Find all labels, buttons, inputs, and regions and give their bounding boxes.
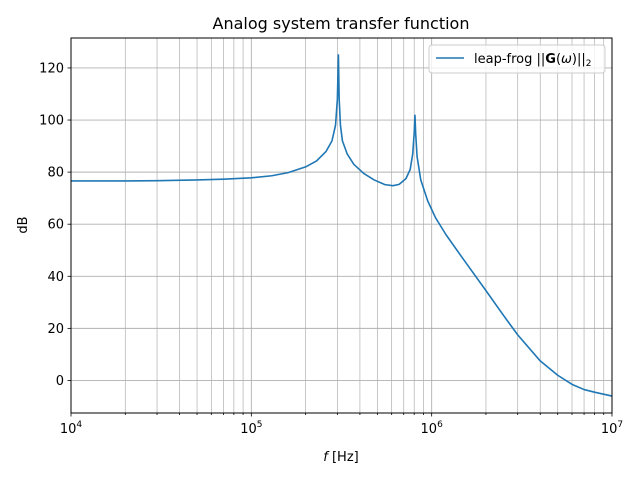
legend-label-prefix: leap-frog: [474, 52, 537, 67]
y-tick-label: 40: [47, 270, 64, 285]
x-axis-label-unit: [Hz]: [332, 450, 359, 465]
x-tick-label: 106: [421, 420, 444, 437]
series-line: [71, 54, 613, 397]
x-tick-label-base: 10: [240, 422, 257, 437]
x-tick-label-exponent: 7: [617, 420, 623, 430]
x-tick-label-exponent: 6: [437, 420, 443, 430]
x-tick-label-base: 10: [421, 422, 438, 437]
y-tick-label: 120: [39, 61, 64, 76]
x-tick-label-exponent: 5: [257, 420, 263, 430]
x-tick-label: 105: [240, 420, 262, 437]
x-tick-label-base: 10: [601, 422, 618, 437]
plot-area: [71, 54, 613, 397]
legend: leap-frog ||G(ω)||2: [428, 44, 606, 74]
x-tick-label-base: 10: [60, 422, 77, 437]
y-tick-label: 80: [47, 166, 64, 181]
chart-title: Analog system transfer function: [213, 14, 470, 33]
x-axis-label: f [Hz]: [323, 450, 358, 465]
y-tick-label: 60: [47, 218, 64, 233]
legend-box: [428, 44, 606, 74]
y-axis-label: dB: [16, 216, 31, 233]
y-tick-label: 100: [39, 114, 64, 129]
x-tick-label: 107: [601, 420, 623, 437]
legend-label: leap-frog ||G(ω)||2: [474, 52, 591, 69]
y-tick-label: 20: [47, 322, 64, 337]
grid: [70, 38, 613, 413]
legend-label-subscript: 2: [586, 59, 592, 69]
y-tick-label: 0: [56, 374, 64, 389]
legend-label-bold: G: [545, 52, 556, 67]
x-axis-label-symbol: f: [323, 450, 330, 465]
legend-label-omega: ω: [561, 52, 572, 67]
x-tick-label: 104: [60, 420, 83, 437]
axes-frame: [70, 37, 613, 414]
x-tick-label-exponent: 4: [76, 420, 82, 430]
